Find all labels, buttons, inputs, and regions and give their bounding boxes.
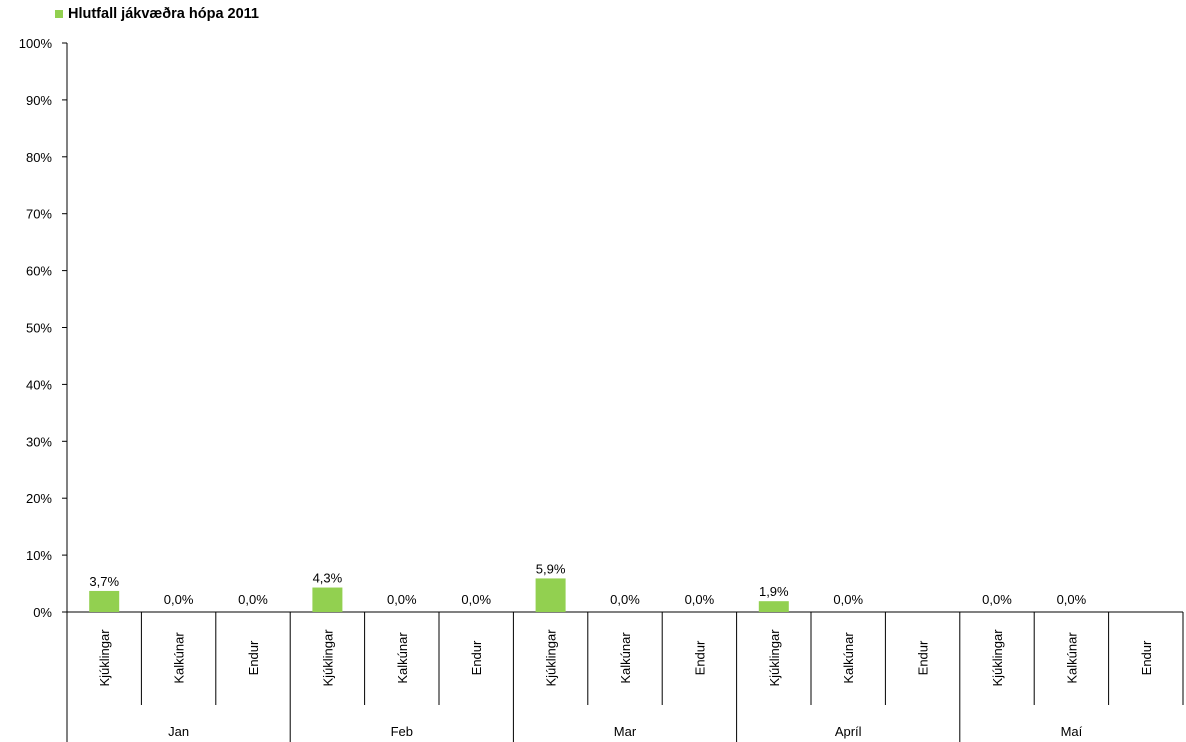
axes: 0% 10% 20% 30% 40% 50% 60% 70% 80% 90% 100% <box>19 36 1183 620</box>
data-label: 0,0% <box>1057 592 1087 607</box>
group-label: Jan <box>168 724 189 739</box>
category-label: Kjúklingar <box>767 629 782 687</box>
y-tick-label: 80% <box>26 150 52 165</box>
category-label: Endur <box>246 640 261 675</box>
group-label: Mar <box>614 724 637 739</box>
data-label: 0,0% <box>982 592 1012 607</box>
y-tick-label: 40% <box>26 377 52 392</box>
data-label: 0,0% <box>387 592 417 607</box>
category-label: Kalkúnar <box>1064 632 1079 684</box>
category-label: Kalkúnar <box>395 632 410 684</box>
category-label: Endur <box>692 640 707 675</box>
y-tick-label: 50% <box>26 321 52 336</box>
data-label: 0,0% <box>461 592 491 607</box>
legend-swatch <box>55 10 63 18</box>
bar <box>312 587 343 612</box>
legend-label: Hlutfall jákvæðra hópa 2011 <box>68 6 259 22</box>
category-label: Kjúklingar <box>990 629 1005 687</box>
y-tick-label: 20% <box>26 491 52 506</box>
bar <box>535 578 566 612</box>
data-label: 5,9% <box>536 561 566 576</box>
y-tick-label: 70% <box>26 207 52 222</box>
category-label: Kalkúnar <box>618 632 633 684</box>
category-axis: Kjúklingar Kalkúnar Endur Kjúklingar Kalkúna… <box>66 612 1184 742</box>
bar <box>758 601 789 612</box>
y-tick-label: 100% <box>19 36 53 51</box>
y-tick-label: 10% <box>26 548 52 563</box>
y-tick-label: 90% <box>26 93 52 108</box>
category-label: Kjúklingar <box>320 629 335 687</box>
y-tick-label: 0% <box>33 605 52 620</box>
data-label: 0,0% <box>164 592 194 607</box>
category-label: Kalkúnar <box>841 632 856 684</box>
y-tick-label: 60% <box>26 264 52 279</box>
data-label: 3,7% <box>89 574 119 589</box>
group-label: Feb <box>391 724 413 739</box>
category-label: Endur <box>469 640 484 675</box>
data-label: 4,3% <box>313 571 343 586</box>
group-label: Maí <box>1061 724 1083 739</box>
category-label: Kjúklingar <box>97 629 112 687</box>
category-label: Endur <box>916 640 931 675</box>
data-label: 0,0% <box>685 592 715 607</box>
category-label: Kalkúnar <box>172 632 187 684</box>
category-label: Endur <box>1139 640 1154 675</box>
data-label: 0,0% <box>238 592 268 607</box>
data-label: 0,0% <box>833 592 863 607</box>
legend: Hlutfall jákvæðra hópa 2011 <box>55 6 259 22</box>
group-label: Apríl <box>835 724 862 739</box>
data-label: 0,0% <box>610 592 640 607</box>
bars <box>89 578 789 612</box>
data-labels: 3,7% 0,0% 0,0% 4,3% 0,0% 0,0% 5,9% 0,0% 0,0% 1,9%… <box>89 561 1086 607</box>
data-label: 1,9% <box>759 584 789 599</box>
category-label: Kjúklingar <box>544 629 559 687</box>
bar <box>89 590 120 612</box>
y-tick-label: 30% <box>26 434 52 449</box>
